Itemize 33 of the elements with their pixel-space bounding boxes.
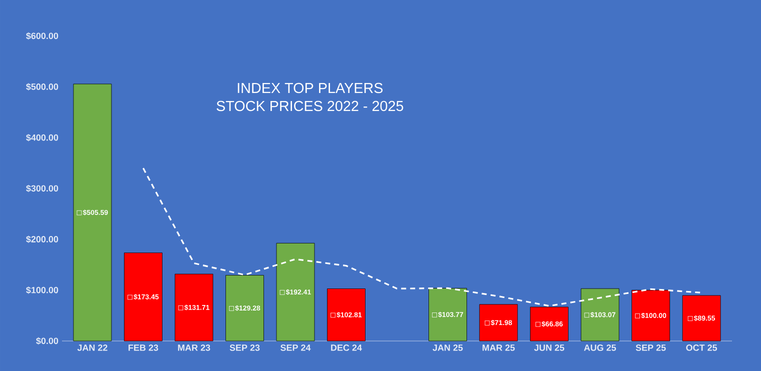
y-tick-label: $200.00 bbox=[26, 236, 58, 243]
x-tick-label: JAN 25 bbox=[432, 344, 463, 351]
bar bbox=[174, 274, 214, 342]
text: STOCK PRICES 2022 - 2025 bbox=[216, 100, 404, 112]
y-tick-label: $300.00 bbox=[26, 184, 58, 192]
x-tick-label: FEB 23 bbox=[128, 344, 158, 351]
bar bbox=[530, 306, 568, 342]
bar bbox=[124, 252, 162, 342]
bar bbox=[73, 84, 112, 342]
y-tick-label: $100.00 bbox=[26, 286, 58, 294]
x-tick-label: SEP 24 bbox=[280, 344, 311, 351]
y-tick-label: $400.00 bbox=[26, 134, 58, 142]
x-tick-label: JUN 25 bbox=[534, 344, 564, 351]
bar bbox=[428, 288, 467, 342]
x-tick-label: DEC 24 bbox=[331, 344, 362, 351]
bar bbox=[580, 288, 620, 342]
x-tick-label: MAR 25 bbox=[482, 344, 515, 351]
bar bbox=[479, 304, 518, 342]
x-tick-label: JAN 22 bbox=[77, 344, 108, 351]
bar bbox=[632, 290, 670, 342]
bar bbox=[276, 242, 315, 342]
bar bbox=[327, 288, 366, 342]
bar bbox=[682, 295, 721, 342]
x-tick-label: AUG 25 bbox=[584, 344, 616, 351]
text: INDEX TOP PLAYERS bbox=[238, 82, 383, 94]
y-tick-label: $600.00 bbox=[26, 32, 58, 40]
x-tick-label: OCT 25 bbox=[686, 344, 718, 351]
bar bbox=[226, 275, 264, 342]
y-tick-label: $0.00 bbox=[36, 337, 58, 345]
y-tick-label: $500.00 bbox=[26, 83, 58, 91]
x-tick-label: SEP 25 bbox=[636, 344, 666, 351]
x-tick-label: SEP 23 bbox=[230, 344, 260, 351]
x-tick-label: MAR 23 bbox=[178, 344, 210, 351]
